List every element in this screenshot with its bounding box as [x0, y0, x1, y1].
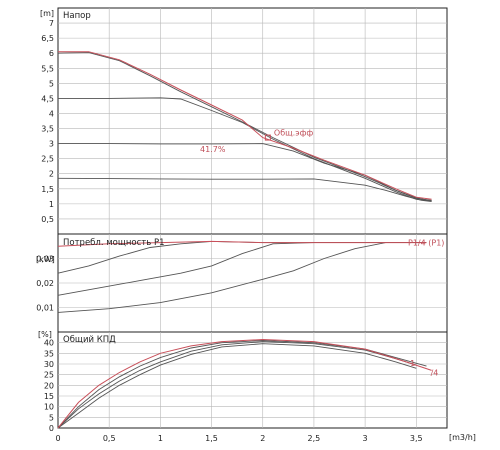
head-y-tick-label: 0,5 — [41, 215, 54, 224]
efficiency-grid — [58, 332, 447, 428]
x-tick-label: 0 — [55, 434, 60, 443]
head-y-tick-label: 2,5 — [41, 155, 54, 164]
eff-y-tick-label: 40 — [44, 339, 54, 348]
head-y-tick-label: 3,5 — [41, 125, 54, 134]
power-y-ticks: 0,01 0,02 0,03 — [36, 255, 54, 313]
x-axis-unit: [m3/h] — [449, 433, 476, 442]
power-panel: 0,01 0,02 0,03 Потребл. мощность P1 [kW] P… — [36, 233, 448, 333]
power-series-line-3 — [57, 242, 427, 313]
head-panel: 0,5 1 1,5 2 2,5 3 3,5 4 4,5 5 5,5 6 6,5 7 Напор [m] О… — [40, 7, 448, 235]
head-series-line-5 — [58, 51, 432, 200]
power-y-tick-label: 0,02 — [36, 279, 54, 288]
x-tick-label: 3,5 — [410, 434, 423, 443]
efficiency-annotation-1: 1 — [410, 359, 415, 368]
head-panel-frame — [57, 7, 448, 235]
head-y-tick-label: 4,5 — [41, 94, 54, 103]
efficiency-annotations: 1 /4 — [410, 359, 438, 378]
eff-series-line-1 — [57, 343, 417, 429]
x-tick-label: 1,5 — [205, 434, 218, 443]
eff-series-line-2 — [57, 341, 417, 429]
power-annotation-label: P1/4 (P1) — [408, 239, 444, 248]
eff-y-tick-label: 10 — [44, 403, 54, 412]
x-tick-label: 1 — [158, 434, 163, 443]
power-y-tick-label: 0,03 — [36, 255, 54, 264]
efficiency-annotation-2: /4 — [431, 369, 439, 378]
head-unit: [m] — [40, 9, 54, 18]
efficiency-title: Общий КПД — [63, 335, 116, 345]
head-y-tick-label: 5 — [49, 79, 54, 88]
head-series — [57, 51, 432, 202]
x-axis-ticks: 0 0,5 1 1,5 2 2,5 3 3,5 — [55, 434, 422, 443]
eff-series-line-4 — [57, 338, 432, 429]
efficiency-panel-frame — [57, 331, 448, 429]
eff-y-tick-label: 20 — [44, 381, 54, 390]
head-title: Напор — [63, 11, 91, 21]
head-y-tick-label: 5,5 — [41, 64, 54, 73]
eff-y-tick-label: 0 — [49, 424, 54, 433]
head-y-tick-label: 7 — [49, 19, 54, 28]
head-series-line-3 — [58, 97, 432, 202]
head-annotation-eff-value: 41.7% — [200, 145, 226, 154]
head-y-tick-label: 1,5 — [41, 185, 54, 194]
power-annotations: P1/4 (P1) — [408, 239, 444, 248]
power-y-tick-label: 0,01 — [36, 304, 54, 313]
head-y-tick-label: 3 — [49, 140, 54, 149]
head-y-tick-label: 6,5 — [41, 34, 54, 43]
head-y-tick-label: 2 — [49, 170, 54, 179]
eff-y-tick-label: 35 — [44, 349, 54, 358]
eff-y-tick-label: 15 — [44, 392, 54, 401]
x-tick-label: 3 — [363, 434, 368, 443]
efficiency-series — [57, 338, 432, 429]
head-y-tick-label: 4 — [49, 109, 54, 118]
x-tick-label: 2,5 — [308, 434, 321, 443]
head-series-line-4 — [57, 52, 432, 201]
eff-y-tick-label: 25 — [44, 371, 54, 380]
operating-point-marker — [264, 134, 271, 141]
head-annotations: Общ.эфф 41.7% — [200, 129, 313, 155]
power-title: Потребл. мощность P1 — [63, 238, 165, 248]
head-annotation-eff-label: Общ.эфф — [274, 129, 314, 138]
eff-y-tick-label: 30 — [44, 360, 54, 369]
power-series — [57, 240, 427, 313]
head-y-tick-label: 1 — [49, 200, 54, 209]
head-y-tick-label: 6 — [49, 49, 54, 58]
efficiency-unit: [%] — [38, 330, 52, 339]
x-tick-label: 0,5 — [103, 434, 116, 443]
eff-y-tick-label: 5 — [49, 413, 54, 422]
power-series-line-4 — [57, 240, 427, 247]
x-tick-label: 2 — [260, 434, 265, 443]
head-y-ticks: 0,5 1 1,5 2 2,5 3 3,5 4 4,5 5 5,5 6 6,5 7 — [41, 19, 54, 224]
power-unit: [kW] — [36, 255, 55, 264]
